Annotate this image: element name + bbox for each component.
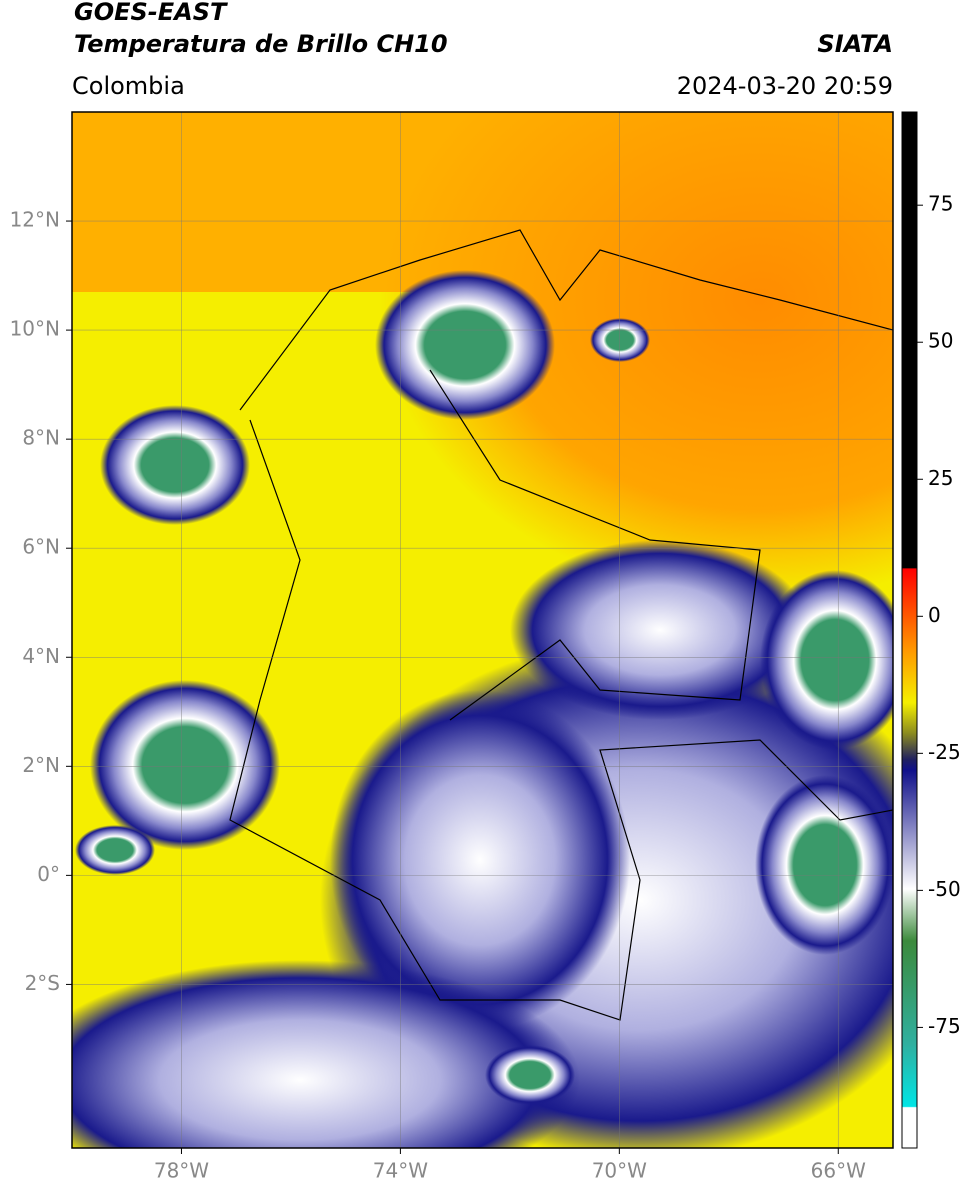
- colorbar-tick-label: -50: [928, 877, 961, 901]
- colorbar-tick-label: -25: [928, 740, 961, 764]
- colorbar: [901, 111, 918, 1149]
- satellite-image: [72, 112, 893, 1148]
- x-tick-label: 70°W: [592, 1159, 647, 1183]
- y-tick-label: 4°N: [22, 644, 60, 668]
- x-tick-label: 74°W: [373, 1159, 428, 1183]
- y-tick-label: 6°N: [22, 535, 60, 559]
- y-tick-label: 8°N: [22, 426, 60, 450]
- y-tick-label: 12°N: [10, 208, 60, 232]
- source: SIATA: [817, 30, 893, 58]
- y-tick-label: 2°S: [25, 971, 60, 995]
- x-tick-label: 66°W: [811, 1159, 866, 1183]
- y-tick-label: 2°N: [22, 753, 60, 777]
- region: Colombia: [72, 72, 185, 100]
- colorbar-tick-label: 0: [928, 603, 941, 627]
- colorbar-tick-label: -75: [928, 1014, 961, 1038]
- datetime: 2024-03-20 20:59: [677, 72, 893, 100]
- title: Temperatura de Brillo CH10: [74, 30, 448, 58]
- map-frame: [71, 111, 894, 1149]
- y-tick-label: 0°: [37, 862, 60, 886]
- colorbar-tick-label: 75: [928, 192, 953, 216]
- colorbar-tick-label: 25: [928, 466, 953, 490]
- colorbar-tick-label: 50: [928, 329, 953, 353]
- y-tick-label: 10°N: [10, 317, 60, 341]
- title-line1: GOES-EAST: [74, 0, 228, 26]
- x-tick-label: 78°W: [154, 1159, 209, 1183]
